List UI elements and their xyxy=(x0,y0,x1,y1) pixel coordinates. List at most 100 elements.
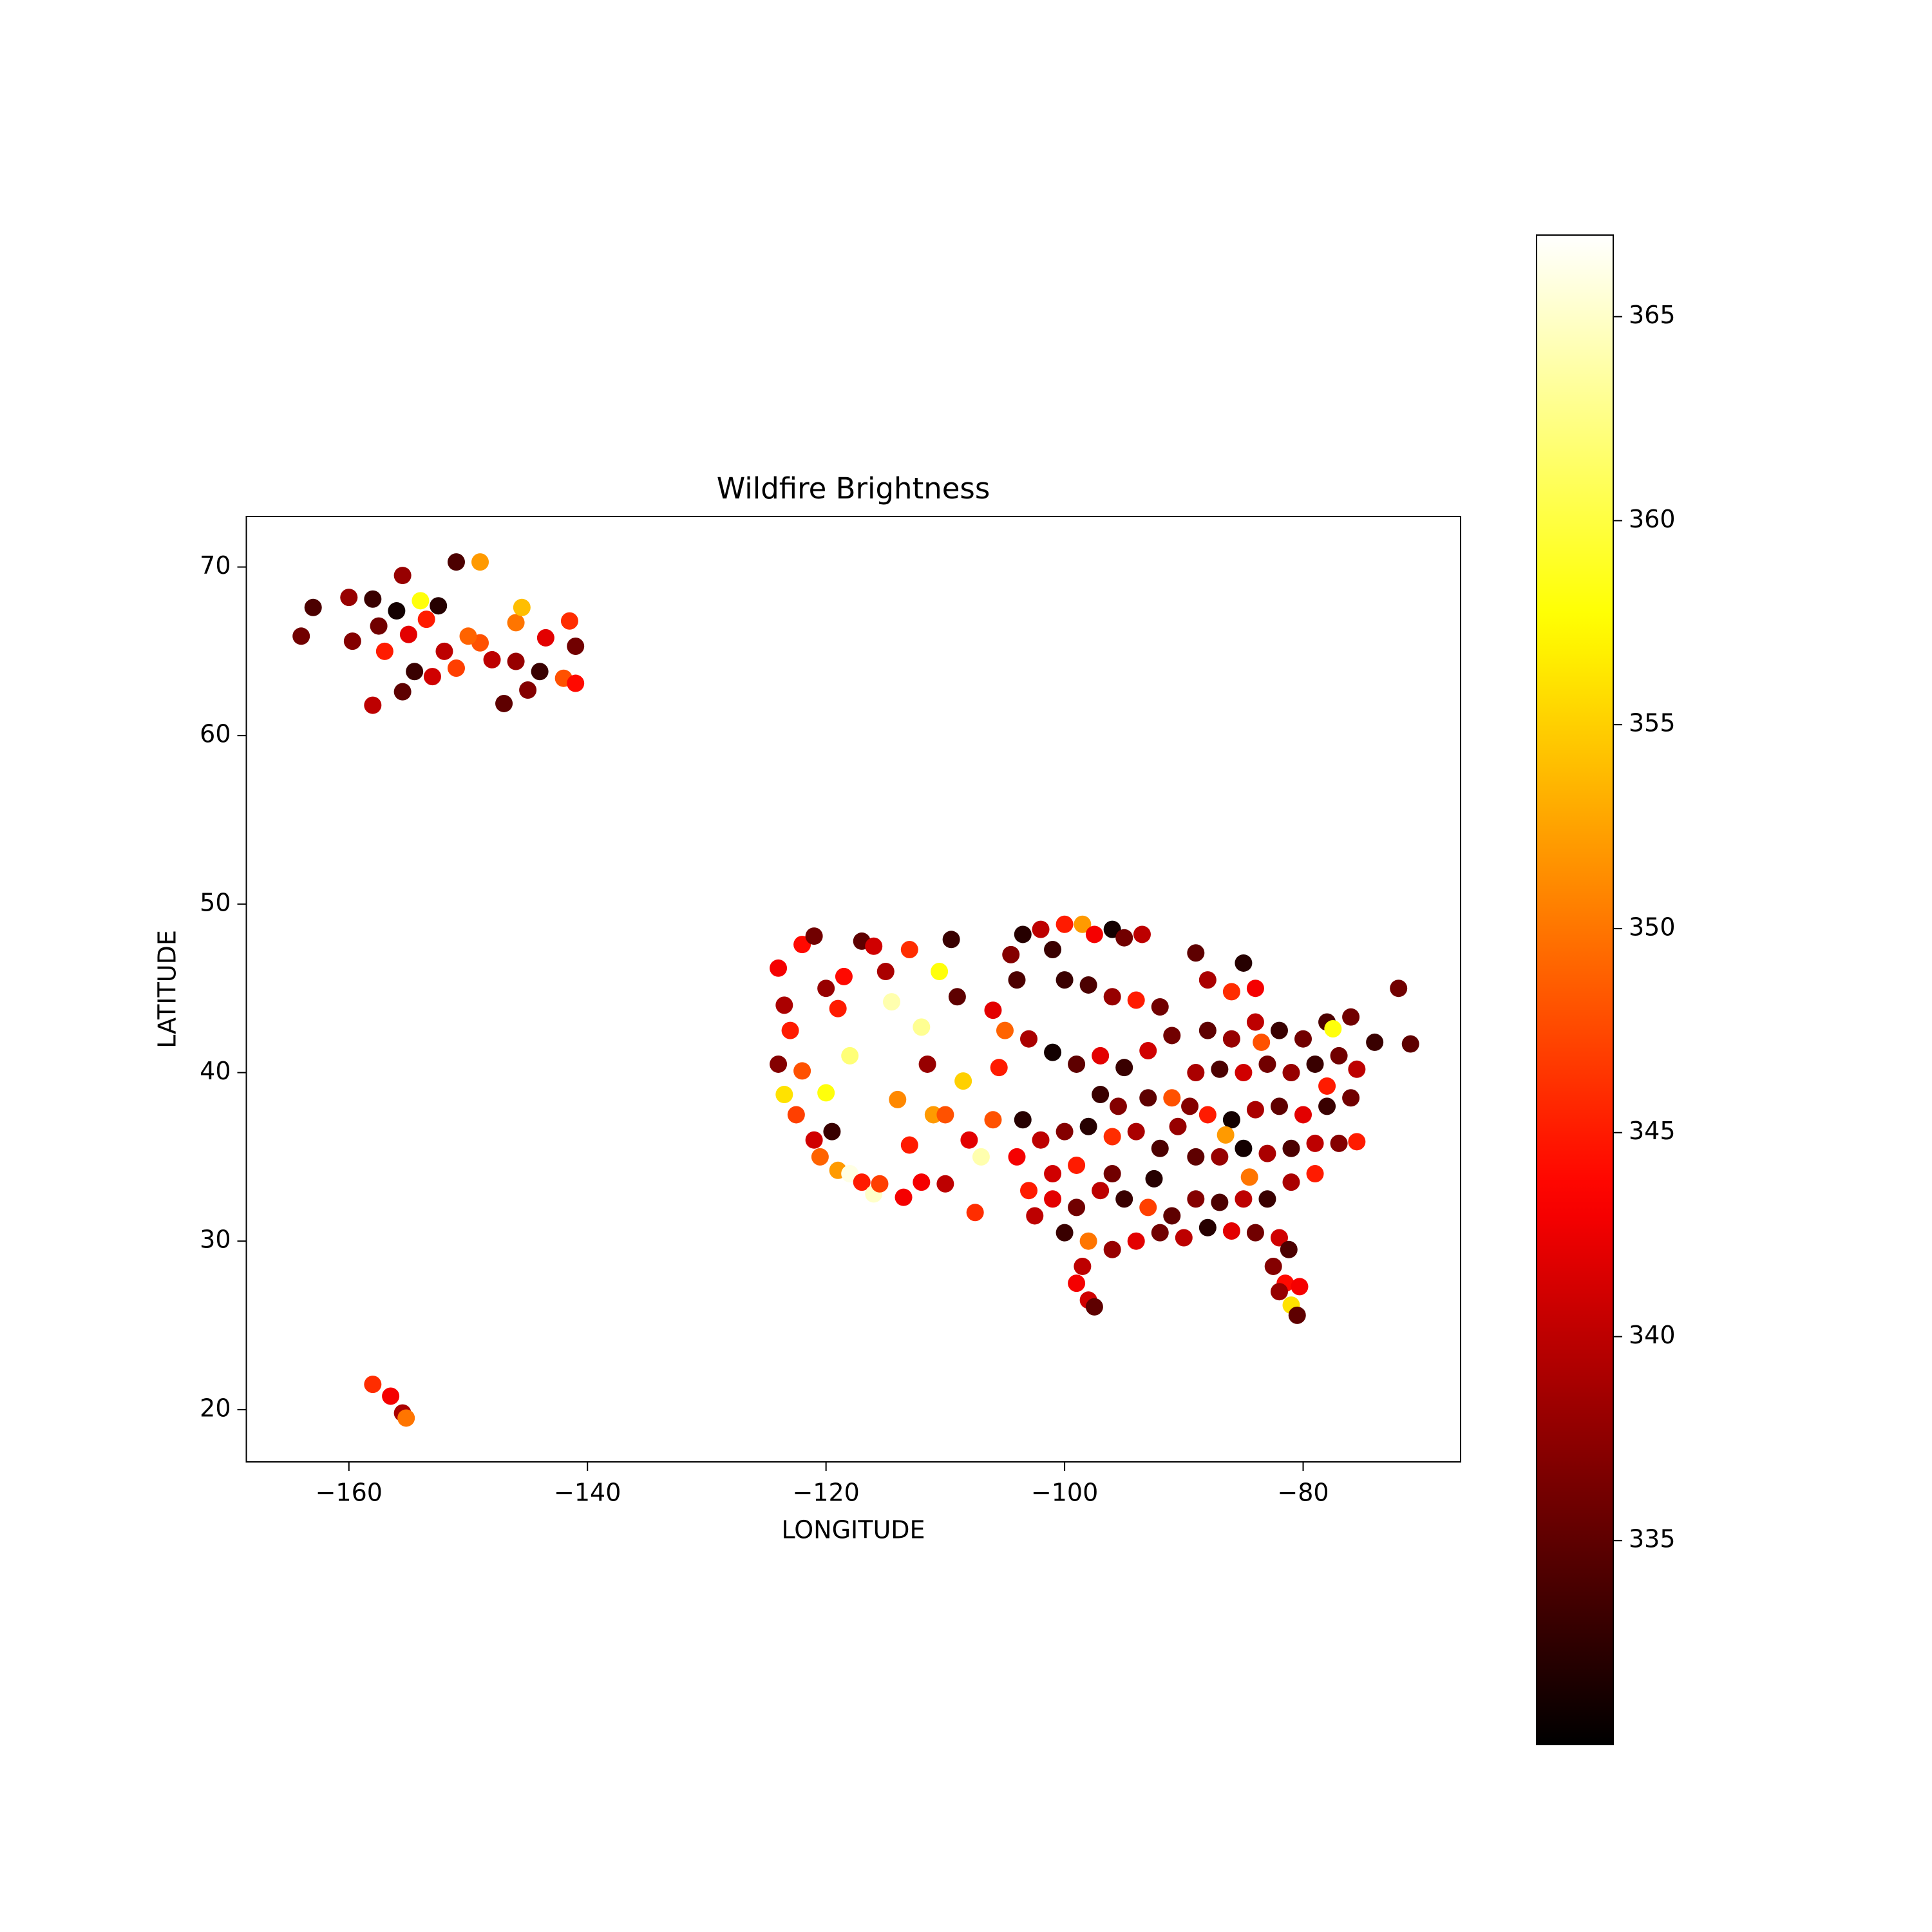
fire-point xyxy=(1115,1190,1133,1208)
x-tick-label: −160 xyxy=(316,1479,383,1507)
fire-point xyxy=(1014,925,1032,943)
fire-point xyxy=(1056,1224,1074,1242)
fire-point xyxy=(1294,1030,1312,1048)
fire-point xyxy=(1103,1128,1121,1146)
fire-point xyxy=(1044,1165,1062,1183)
fire-point xyxy=(829,999,847,1018)
colorbar-tick-label: 345 xyxy=(1629,1117,1676,1145)
fire-point xyxy=(531,663,549,681)
fire-point xyxy=(1056,915,1074,933)
fire-point xyxy=(883,993,901,1011)
fire-point xyxy=(1008,971,1026,989)
fire-point xyxy=(1115,1059,1133,1077)
fire-point xyxy=(459,627,477,645)
fire-point xyxy=(1151,1139,1169,1157)
fire-point xyxy=(1258,1144,1276,1162)
fire-point xyxy=(1032,920,1050,938)
fire-point xyxy=(1348,1133,1366,1151)
fire-point xyxy=(1282,1139,1300,1157)
fire-point xyxy=(412,592,430,610)
fire-point xyxy=(984,1111,1002,1129)
fire-point xyxy=(1151,998,1169,1016)
fire-point xyxy=(1044,1190,1062,1208)
fire-point xyxy=(382,1387,400,1405)
fire-point xyxy=(1366,1033,1384,1051)
fire-point xyxy=(1068,1156,1086,1174)
fire-point xyxy=(775,1086,793,1104)
fire-point xyxy=(1127,1122,1145,1141)
fire-point xyxy=(1211,1060,1229,1078)
fire-point xyxy=(1133,925,1151,943)
y-tick-label: 40 xyxy=(200,1057,231,1085)
fire-point xyxy=(507,614,525,632)
fire-point xyxy=(1342,1008,1360,1026)
fire-point xyxy=(900,1136,918,1154)
fire-point xyxy=(1092,1086,1110,1104)
fire-point xyxy=(364,1376,382,1394)
x-tick-label: −140 xyxy=(554,1479,621,1507)
fire-point xyxy=(1235,1139,1253,1157)
fire-point xyxy=(918,1055,936,1073)
fire-point xyxy=(364,590,382,608)
fire-point xyxy=(1175,1229,1193,1247)
fire-point xyxy=(1330,1134,1348,1152)
y-tick-label: 70 xyxy=(200,551,231,580)
fire-point xyxy=(817,980,835,998)
fire-point xyxy=(1139,1042,1157,1060)
fire-point xyxy=(304,598,322,616)
fire-point xyxy=(1342,1089,1360,1107)
fire-point xyxy=(770,1055,788,1073)
fire-point xyxy=(1306,1134,1324,1152)
fire-point xyxy=(406,663,424,681)
fire-point xyxy=(787,1106,805,1124)
fire-point xyxy=(1145,1170,1163,1188)
fire-point xyxy=(990,1059,1008,1077)
fire-point xyxy=(343,632,361,650)
fire-point xyxy=(1222,983,1240,1001)
x-tick-label: −120 xyxy=(792,1479,859,1507)
fire-point xyxy=(1109,1097,1127,1115)
fire-point xyxy=(1270,1283,1288,1301)
chart-title: Wildfire Brightness xyxy=(717,471,990,506)
y-tick-label: 60 xyxy=(200,720,231,748)
colorbar-tick-label: 365 xyxy=(1629,301,1676,329)
fire-point xyxy=(1348,1060,1366,1078)
fire-point xyxy=(1127,1232,1145,1250)
fire-point xyxy=(1169,1117,1187,1135)
fire-point xyxy=(948,988,966,1006)
fire-point xyxy=(1115,929,1133,947)
fire-point xyxy=(1270,1021,1288,1039)
fire-point xyxy=(960,1131,978,1149)
fire-point xyxy=(1258,1055,1276,1073)
fire-point xyxy=(399,625,417,643)
fire-point xyxy=(972,1148,990,1166)
fire-point xyxy=(1318,1077,1336,1095)
fire-point xyxy=(1235,1190,1253,1208)
fire-point xyxy=(1068,1198,1086,1217)
fire-point xyxy=(900,941,918,959)
fire-point xyxy=(1079,976,1097,994)
fire-point xyxy=(895,1188,913,1206)
fire-point xyxy=(471,553,489,571)
fire-point xyxy=(1211,1193,1229,1211)
fire-point xyxy=(447,659,465,677)
fire-point xyxy=(423,668,441,686)
fire-point xyxy=(1198,971,1217,989)
fire-point xyxy=(1253,1033,1271,1051)
fire-point xyxy=(1103,1240,1121,1258)
fire-point xyxy=(1092,1046,1110,1065)
fire-point xyxy=(936,1106,954,1124)
fire-point xyxy=(823,1122,841,1141)
fire-point xyxy=(841,1046,859,1065)
fire-point xyxy=(835,967,853,985)
fire-point xyxy=(954,1072,972,1090)
fire-point xyxy=(1008,1148,1026,1166)
fire-point xyxy=(1079,1232,1097,1250)
fire-point xyxy=(1085,1298,1103,1316)
fire-point xyxy=(393,567,412,585)
fire-point xyxy=(375,642,393,660)
fire-point xyxy=(1056,1122,1074,1141)
fire-point xyxy=(1306,1165,1324,1183)
fire-point xyxy=(1198,1106,1217,1124)
